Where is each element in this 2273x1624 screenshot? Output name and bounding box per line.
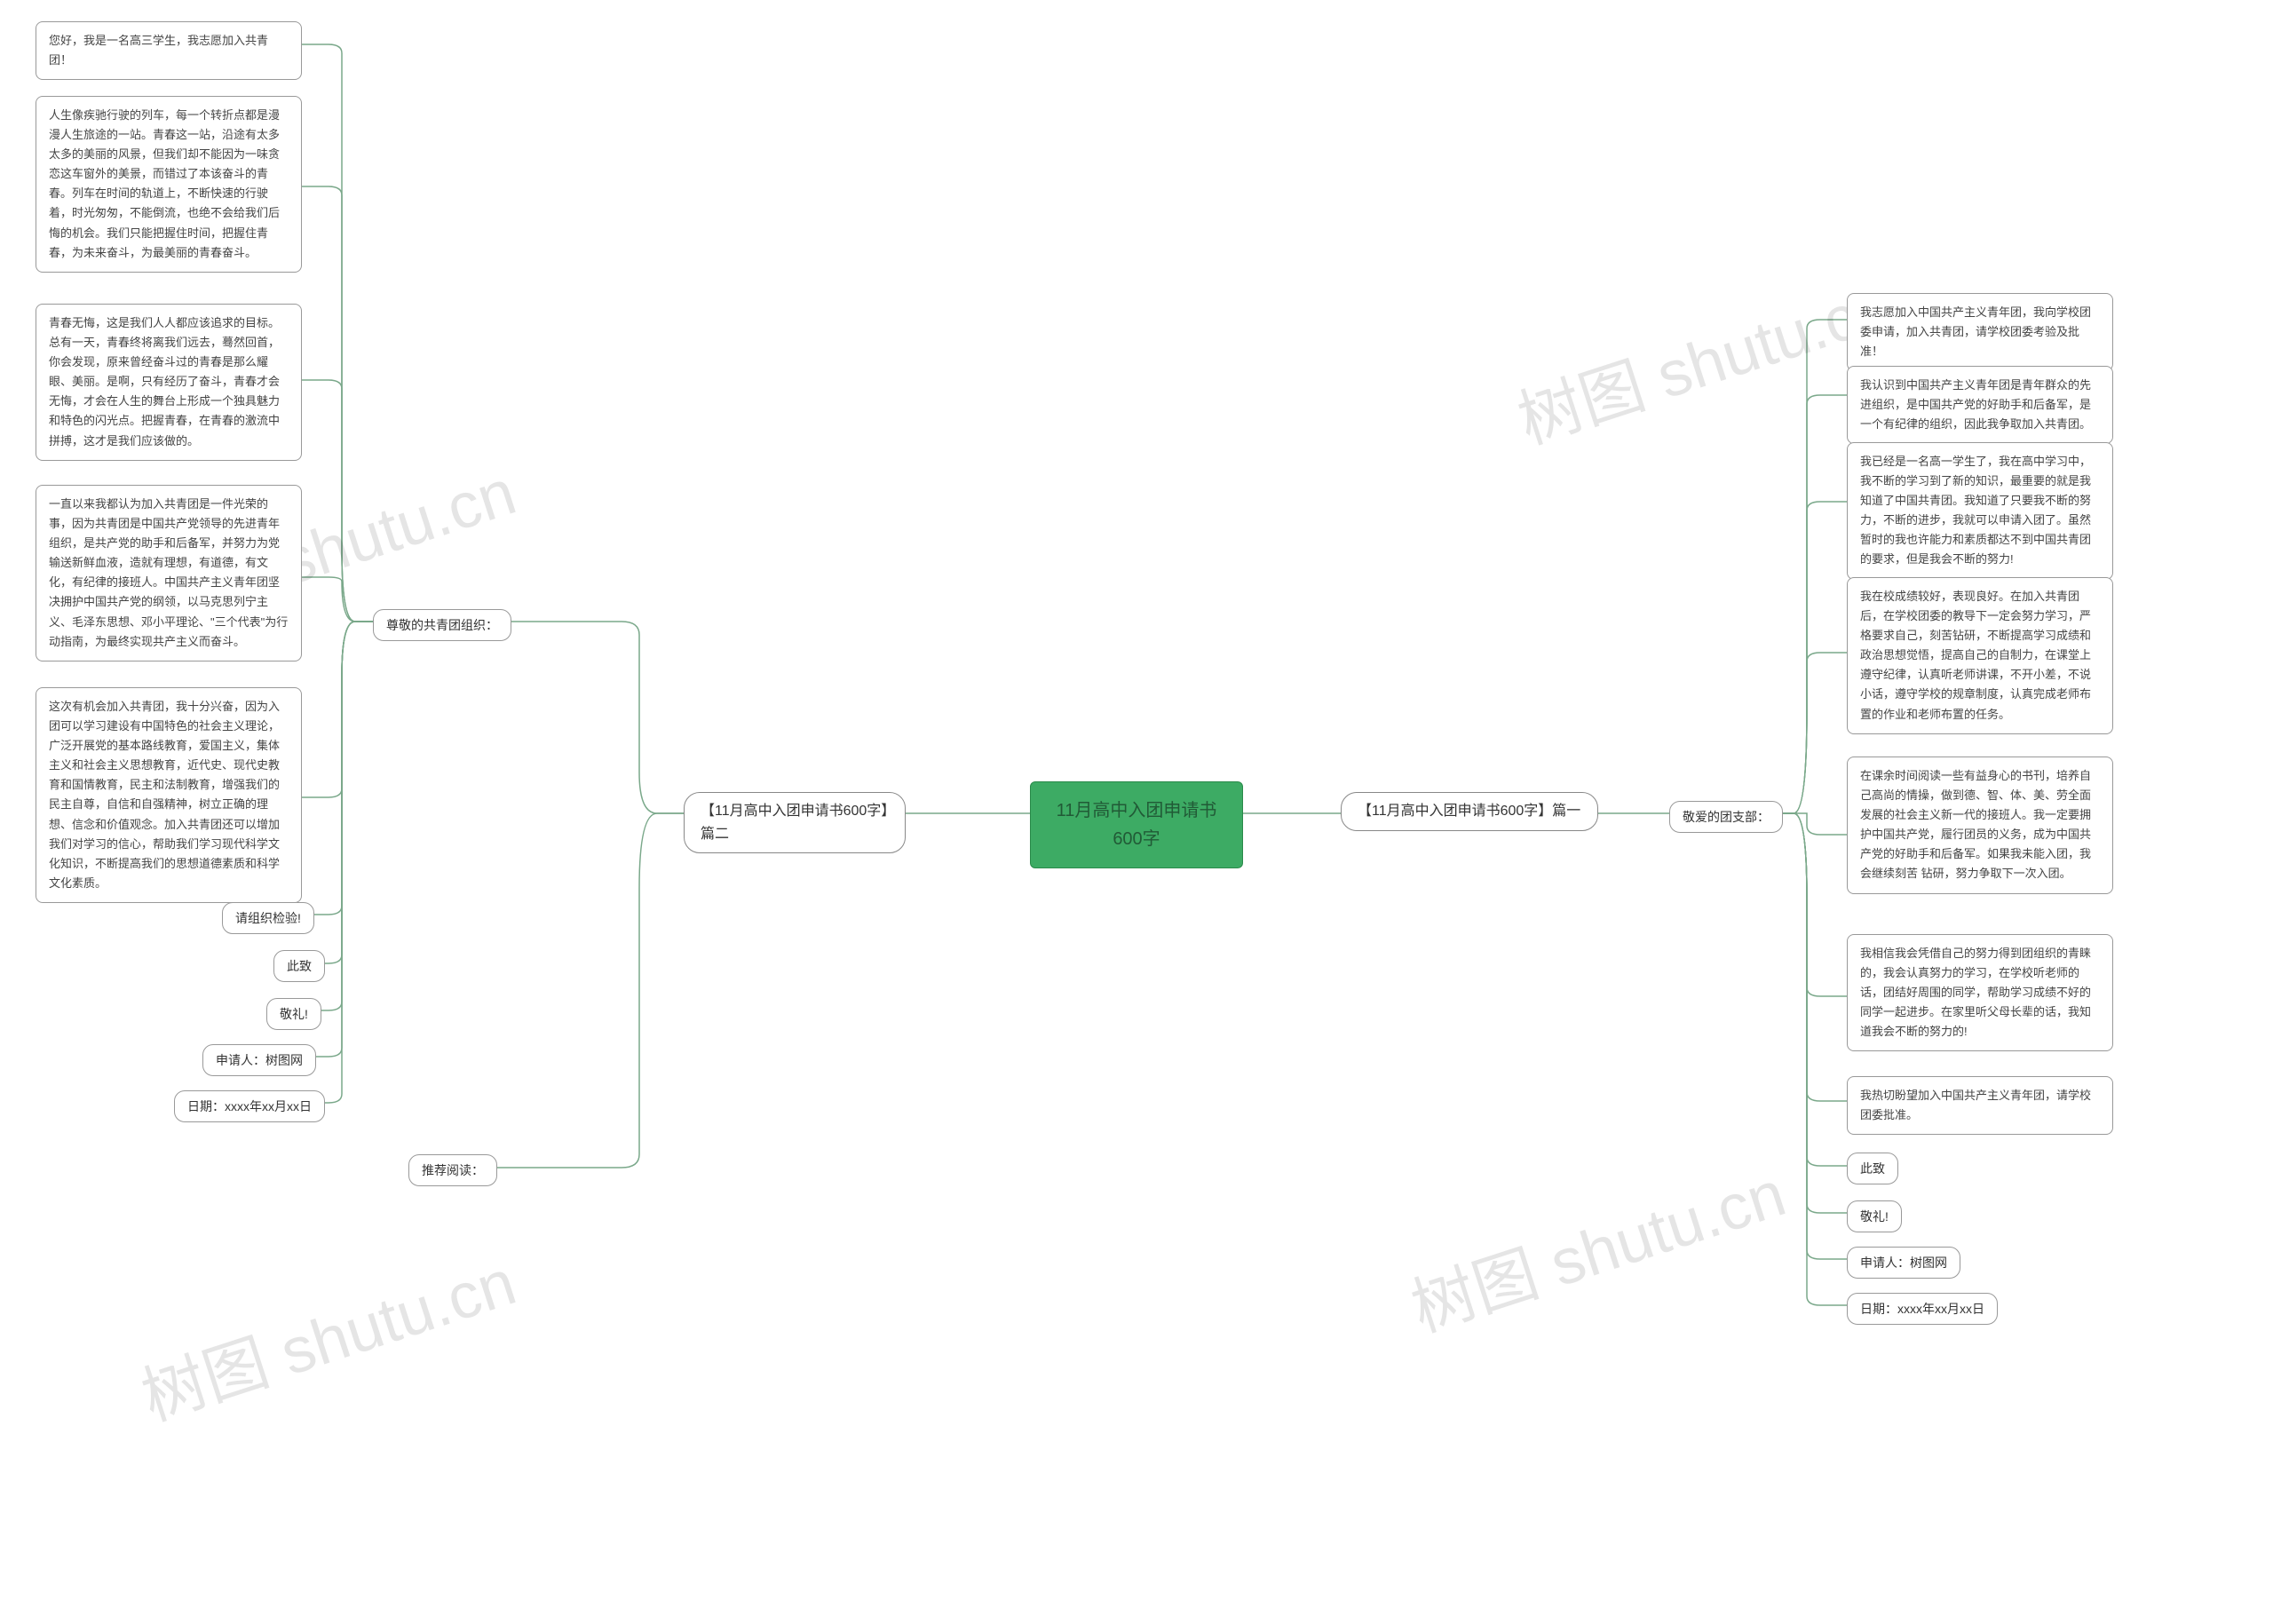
left-tail-0[interactable]: 请组织检验! (222, 902, 314, 934)
right-leaf-2[interactable]: 我已经是一名高一学生了，我在高中学习中，我不断的学习到了新的知识，最重要的就是我… (1847, 442, 2113, 580)
left-leaf-3[interactable]: 一直以来我都认为加入共青团是一件光荣的事，因为共青团是中国共产党领导的先进青年组… (36, 485, 302, 661)
watermark: 树图 shutu.cn (128, 1230, 525, 1438)
left-sub1[interactable]: 尊敬的共青团组织： (373, 609, 511, 641)
branch-right[interactable]: 【11月高中入团申请书600字】篇一 (1341, 792, 1598, 831)
left-tail-4[interactable]: 日期：xxxx年xx月xx日 (174, 1090, 325, 1122)
watermark: 树图 shutu.cn (1504, 253, 1901, 462)
left-leaf-1[interactable]: 人生像疾驰行驶的列车，每一个转折点都是漫漫人生旅途的一站。青春这一站，沿途有太多… (36, 96, 302, 273)
mindmap-canvas: 树图 shutu.cn 树图 shutu.cn 树图 shutu.cn 树图 s… (0, 0, 2273, 1624)
right-leaf-4[interactable]: 在课余时间阅读一些有益身心的书刊，培养自己高尚的情操，做到德、智、体、美、劳全面… (1847, 757, 2113, 894)
right-leaf-6[interactable]: 我热切盼望加入中国共产主义青年团，请学校团委批准。 (1847, 1076, 2113, 1135)
right-leaf-0[interactable]: 我志愿加入中国共产主义青年团，我向学校团委申请，加入共青团，请学校团委考验及批准… (1847, 293, 2113, 371)
left-tail-2[interactable]: 敬礼! (266, 998, 321, 1030)
right-tail-0[interactable]: 此致 (1847, 1153, 1898, 1184)
right-sub1[interactable]: 敬爱的团支部： (1669, 801, 1783, 833)
right-tail-1[interactable]: 敬礼! (1847, 1200, 1902, 1232)
left-leaf-2[interactable]: 青春无悔，这是我们人人都应该追求的目标。总有一天，青春终将离我们远去，蓦然回首，… (36, 304, 302, 461)
right-leaf-5[interactable]: 我相信我会凭借自己的努力得到团组织的青睐的，我会认真努力的学习，在学校听老师的话… (1847, 934, 2113, 1051)
center-node[interactable]: 11月高中入团申请书600字 (1030, 781, 1243, 868)
left-sub2[interactable]: 推荐阅读： (408, 1154, 497, 1186)
left-leaf-0[interactable]: 您好，我是一名高三学生，我志愿加入共青团！ (36, 21, 302, 80)
left-tail-1[interactable]: 此致 (273, 950, 325, 982)
left-tail-3[interactable]: 申请人：树图网 (202, 1044, 316, 1076)
left-leaf-4[interactable]: 这次有机会加入共青团，我十分兴奋，因为入团可以学习建设有中国特色的社会主义理论，… (36, 687, 302, 903)
watermark: 树图 shutu.cn (1398, 1141, 1794, 1350)
right-leaf-1[interactable]: 我认识到中国共产主义青年团是青年群众的先进组织，是中国共产党的好助手和后备军，是… (1847, 366, 2113, 444)
right-leaf-3[interactable]: 我在校成绩较好，表现良好。在加入共青团后，在学校团委的教导下一定会努力学习，严格… (1847, 577, 2113, 734)
right-tail-3[interactable]: 日期：xxxx年xx月xx日 (1847, 1293, 1998, 1325)
branch-left[interactable]: 【11月高中入团申请书600字】篇二 (684, 792, 906, 853)
right-tail-2[interactable]: 申请人：树图网 (1847, 1247, 1960, 1279)
